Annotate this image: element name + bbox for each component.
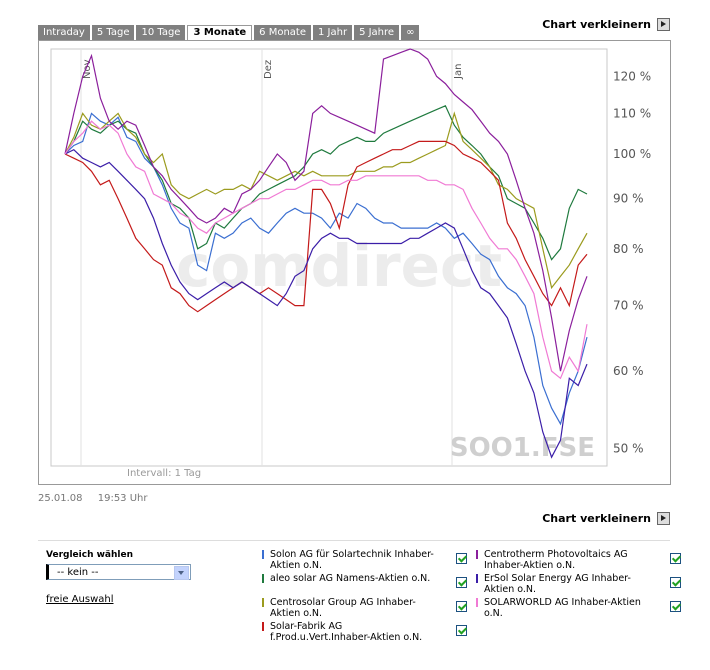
divider	[38, 540, 670, 541]
legend-left: Solon AG für Solartechnik Inhaber-Aktien…	[262, 549, 467, 645]
legend-swatch	[262, 574, 264, 583]
legend-swatch	[476, 550, 478, 559]
time-label: 19:53 Uhr	[97, 493, 148, 504]
x-tick-label: Dez	[263, 60, 274, 79]
legend-swatch	[262, 622, 264, 631]
y-tick-label: 110 %	[613, 106, 651, 120]
compare-select[interactable]: -- kein --	[46, 564, 191, 580]
arrow-right-icon[interactable]	[657, 512, 670, 525]
timestamp: 25.01.08 19:53 Uhr	[38, 493, 159, 504]
legend-item: ErSol Solar Energy AG Inhaber-Aktien o.N…	[476, 573, 681, 595]
legend-checkbox[interactable]	[456, 577, 467, 588]
legend-checkbox[interactable]	[670, 553, 681, 564]
chart-area: Nov Dez Jan comdirect SOO1.FSE Intervall: 1 T…	[38, 40, 671, 485]
legend-swatch	[262, 550, 264, 559]
tab-5[interactable]: 1 Jahr	[312, 25, 353, 40]
legend-label: Centrotherm Photovoltaics AG Inhaber-Akt…	[484, 549, 628, 571]
legend-swatch	[262, 598, 264, 607]
tab-3[interactable]: 3 Monate	[187, 25, 253, 40]
symbol-label: SOO1.FSE	[450, 433, 595, 463]
interval-label: Intervall: 1 Tag	[127, 468, 201, 479]
free-selection-link[interactable]: freie Auswahl	[46, 594, 114, 605]
legend-item: Centrotherm Photovoltaics AG Inhaber-Akt…	[476, 549, 681, 571]
y-tick-label: 120 %	[613, 69, 651, 83]
series-line-6	[64, 120, 588, 380]
date-label: 25.01.08	[38, 493, 83, 504]
y-tick-label: 50 %	[613, 442, 644, 456]
line-chart: Nov Dez Jan comdirect SOO1.FSE Intervall: 1 T…	[50, 48, 651, 479]
tab-1[interactable]: 5 Tage	[91, 25, 135, 40]
x-tick-label: Nov	[82, 59, 93, 79]
legend-checkbox[interactable]	[456, 601, 467, 612]
chart-shrink-link-top[interactable]: Chart verkleinern	[542, 18, 670, 31]
chevron-down-icon[interactable]	[174, 566, 189, 580]
y-tick-label: 90 %	[613, 192, 644, 206]
watermark: comdirect	[176, 232, 502, 300]
legend-label: aleo solar AG Namens-Aktien o.N.	[270, 573, 431, 584]
legend-checkbox[interactable]	[456, 553, 467, 564]
legend-swatch	[476, 598, 478, 607]
legend-item: aleo solar AG Namens-Aktien o.N.	[262, 573, 467, 595]
compare-title: Vergleich wählen	[46, 550, 133, 560]
tab-2[interactable]: 10 Tage	[136, 25, 186, 40]
period-tabs: Intraday 5 Tage 10 Tage 3 Monate 6 Monate 1 J…	[38, 25, 421, 40]
legend-checkbox[interactable]	[670, 577, 681, 588]
y-tick-label: 60 %	[613, 364, 644, 378]
legend-item: Solar-Fabrik AG f.Prod.u.Vert.Inhaber-Ak…	[262, 621, 467, 643]
series-line-3	[64, 140, 588, 313]
tab-4[interactable]: 6 Monate	[254, 25, 311, 40]
legend-label: Solar-Fabrik AG f.Prod.u.Vert.Inhaber-Ak…	[270, 621, 423, 643]
legend-checkbox[interactable]	[456, 625, 467, 636]
series-line-4	[64, 48, 588, 372]
legend-item: Centrosolar Group AG Inhaber-Aktien o.N.	[262, 597, 467, 619]
chart-shrink-label: Chart verkleinern	[542, 18, 651, 31]
tab-0[interactable]: Intraday	[38, 25, 90, 40]
legend-swatch	[476, 574, 478, 583]
legend-label: Solon AG für Solartechnik Inhaber-Aktien…	[270, 549, 434, 571]
y-tick-label: 80 %	[613, 242, 644, 256]
legend-item: SOLARWORLD AG Inhaber-Aktien o.N.	[476, 597, 681, 619]
chart-shrink-label: Chart verkleinern	[542, 512, 651, 525]
legend-right: Centrotherm Photovoltaics AG Inhaber-Akt…	[476, 549, 681, 621]
arrow-right-icon[interactable]	[657, 18, 670, 31]
y-tick-label: 70 %	[613, 299, 644, 313]
y-tick-label: 100 %	[613, 147, 651, 161]
legend-checkbox[interactable]	[670, 601, 681, 612]
x-tick-label: Jan	[453, 64, 464, 80]
legend-label: SOLARWORLD AG Inhaber-Aktien o.N.	[484, 597, 641, 619]
compare-panel: Vergleich wählen -- kein -- freie Auswah…	[46, 550, 206, 605]
tab-7[interactable]: ∞	[401, 25, 420, 40]
legend-label: Centrosolar Group AG Inhaber-Aktien o.N.	[270, 597, 416, 619]
compare-select-value: -- kein --	[57, 567, 99, 578]
legend-item: Solon AG für Solartechnik Inhaber-Aktien…	[262, 549, 467, 571]
chart-shrink-link-bottom[interactable]: Chart verkleinern	[542, 512, 670, 525]
series-line-5	[64, 148, 588, 459]
legend-label: ErSol Solar Energy AG Inhaber-Aktien o.N…	[484, 573, 631, 595]
tab-6[interactable]: 5 Jahre	[354, 25, 400, 40]
